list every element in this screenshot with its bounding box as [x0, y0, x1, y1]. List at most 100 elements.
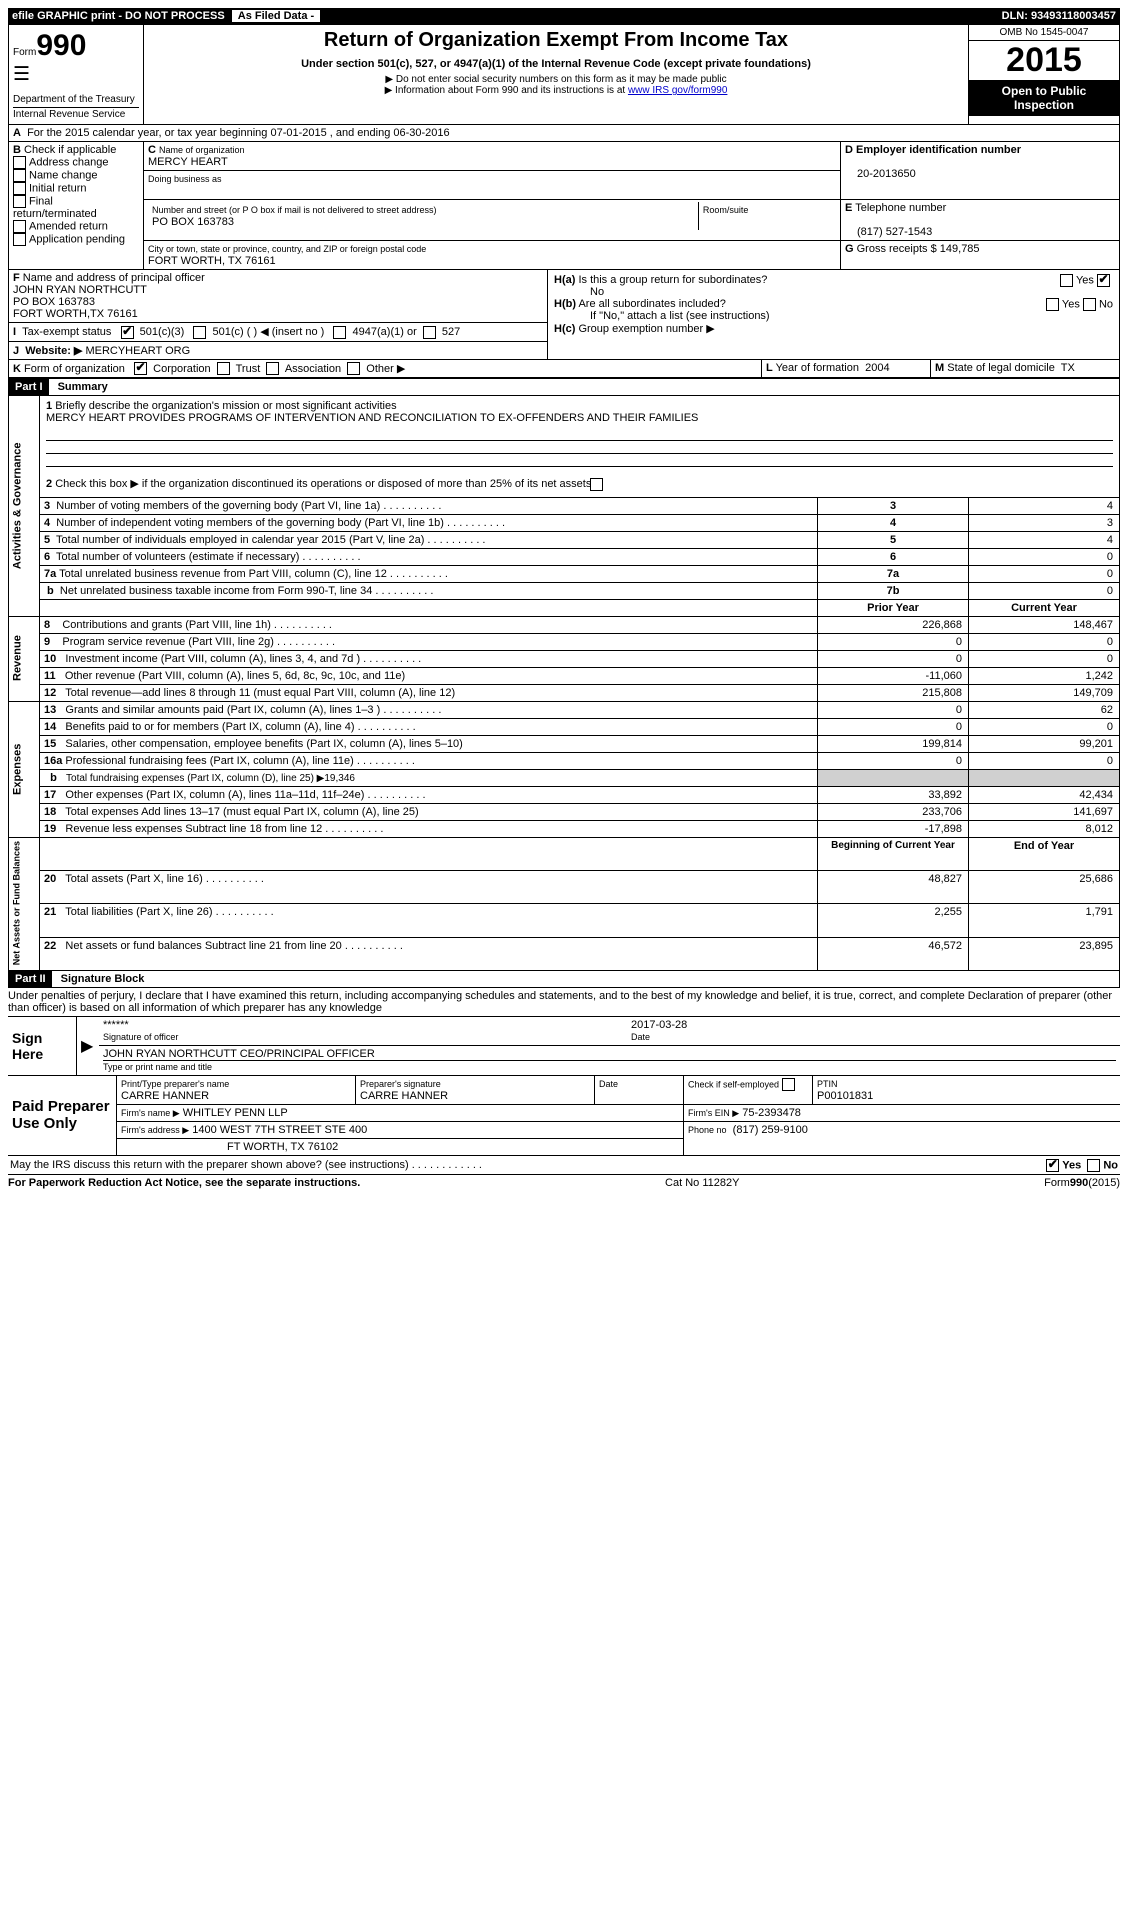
cb-discuss-yes[interactable]: ✔ — [1046, 1159, 1059, 1172]
officer-typed-name: JOHN RYAN NORTHCUTT CEO/PRINCIPAL OFFICE… — [103, 1048, 1116, 1061]
name-title-label: Type or print name and title — [103, 1062, 212, 1072]
officer-name: JOHN RYAN NORTHCUTT — [13, 284, 147, 296]
cb-hb-no[interactable] — [1083, 298, 1096, 311]
part-i-title: Summary — [52, 381, 108, 393]
addr-label: Number and street (or P O box if mail is… — [152, 205, 436, 215]
i-label: Tax-exempt status — [22, 326, 111, 338]
topbar-left: efile GRAPHIC print - DO NOT PROCESS — [12, 10, 225, 22]
officer-addr: PO BOX 163783 — [13, 296, 95, 308]
prep-sig-label: Preparer's signature — [360, 1079, 441, 1089]
cb-assoc[interactable] — [266, 362, 279, 375]
cb-corp[interactable]: ✔ — [134, 362, 147, 375]
cb-final-return[interactable] — [13, 195, 26, 208]
cb-527[interactable] — [423, 326, 436, 339]
cb-address-change[interactable] — [13, 156, 26, 169]
form-subtitle: Under section 501(c), 527, or 4947(a)(1)… — [152, 58, 960, 70]
cb-initial-return[interactable] — [13, 182, 26, 195]
paid-preparer-label: Paid Preparer Use Only — [8, 1076, 117, 1156]
date-label: Date — [631, 1032, 650, 1042]
irs-link[interactable]: www IRS gov/form990 — [628, 85, 727, 96]
state-domicile: TX — [1061, 362, 1075, 374]
sig-officer-label: Signature of officer — [103, 1032, 178, 1042]
hdr-prior: Prior Year — [867, 602, 919, 614]
form-header: Form990 ☰ Department of the Treasury Int… — [9, 25, 1119, 125]
form-note2-pre: ▶ Information about Form 990 and its ins… — [385, 85, 628, 96]
e-label: Telephone number — [855, 202, 946, 214]
i-o3: 4947(a)(1) or — [353, 326, 417, 338]
cb-ha-no[interactable]: ✔ — [1097, 274, 1110, 287]
prep-name-label: Print/Type preparer's name — [121, 1079, 229, 1089]
prep-date-label: Date — [599, 1079, 618, 1089]
footer-right: Form990(2015) — [1044, 1177, 1120, 1189]
ein: 20-2013650 — [845, 168, 916, 180]
gov-row-4: 4 Number of independent voting members o… — [9, 514, 1119, 531]
discuss-label: May the IRS discuss this return with the… — [10, 1159, 470, 1171]
gov-row-6: 6 Total number of volunteers (estimate i… — [9, 548, 1119, 565]
opt-address-change: Address change — [29, 156, 109, 168]
firm-addr: 1400 WEST 7TH STREET STE 400 — [192, 1124, 367, 1136]
g-label: Gross receipts $ — [857, 243, 937, 255]
form-note1: ▶ Do not enter social security numbers o… — [152, 74, 960, 85]
vlab-gov: Activities & Governance — [12, 443, 24, 570]
part-i-tag: Part I — [9, 379, 49, 395]
org-name: MERCY HEART — [148, 156, 228, 168]
gov-row-5: 5 Total number of individuals employed i… — [9, 531, 1119, 548]
city-label: City or town, state or province, country… — [148, 244, 426, 254]
j-label: Website: ▶ — [25, 345, 82, 357]
mission-text: MERCY HEART PROVIDES PROGRAMS OF INTERVE… — [46, 412, 698, 424]
f-label: Name and address of principal officer — [23, 272, 205, 284]
dba-label: Doing business as — [148, 174, 222, 184]
hb-note: If "No," attach a list (see instructions… — [554, 310, 770, 322]
omb-number: OMB No 1545-0047 — [969, 25, 1119, 41]
topbar-mid: As Filed Data - — [232, 10, 320, 22]
firm-addr-label: Firm's address ▶ — [121, 1125, 189, 1135]
cb-amended-return[interactable] — [13, 220, 26, 233]
c-name-label: Name of organization — [159, 145, 245, 155]
k-o2: Trust — [236, 363, 261, 375]
firm-phone: (817) 259-9100 — [733, 1124, 808, 1136]
b-label: Check if applicable — [24, 144, 116, 156]
ha-yes: Yes — [1076, 274, 1094, 286]
part-ii-title: Signature Block — [55, 973, 145, 985]
firm-ein-label: Firm's EIN ▶ — [688, 1108, 739, 1118]
cb-501c[interactable] — [193, 326, 206, 339]
vlab-rev: Revenue — [12, 636, 24, 682]
website: MERCYHEART ORG — [85, 345, 190, 357]
sign-here-label: Sign Here — [8, 1016, 77, 1075]
cb-other[interactable] — [347, 362, 360, 375]
prep-name: CARRE HANNER — [121, 1090, 209, 1102]
form-word: Form — [13, 47, 36, 58]
open-public-label: Open to Public Inspection — [969, 80, 1119, 116]
form-number: 990 — [36, 29, 86, 62]
vlab-exp: Expenses — [12, 744, 24, 795]
telephone: (817) 527-1543 — [845, 226, 932, 238]
firm-name-label: Firm's name ▶ — [121, 1108, 180, 1118]
cb-4947[interactable] — [333, 326, 346, 339]
year-formation: 2004 — [865, 362, 889, 374]
cb-self-employed[interactable] — [782, 1078, 795, 1091]
cb-name-change[interactable] — [13, 169, 26, 182]
gross-receipts: 149,785 — [940, 243, 980, 255]
cb-trust[interactable] — [217, 362, 230, 375]
cb-501c3[interactable]: ✔ — [121, 326, 134, 339]
k-o3: Association — [285, 363, 341, 375]
hdr-eoy: End of Year — [969, 837, 1120, 870]
dept-label: Department of the Treasury — [13, 94, 139, 105]
cb-application-pending[interactable] — [13, 233, 26, 246]
cb-ha-yes[interactable] — [1060, 274, 1073, 287]
l-label: Year of formation — [776, 362, 859, 374]
officer-city: FORT WORTH,TX 76161 — [13, 308, 138, 320]
q1-label: Briefly describe the organization's miss… — [55, 400, 396, 412]
opt-initial-return: Initial return — [29, 182, 86, 194]
i-o1: 501(c)(3) — [140, 326, 185, 338]
m-label: State of legal domicile — [947, 362, 1055, 374]
hdr-boy: Beginning of Current Year — [818, 837, 969, 870]
org-city: FORT WORTH, TX 76161 — [148, 255, 276, 267]
firm-name: WHITLEY PENN LLP — [183, 1107, 288, 1119]
line-a: For the 2015 calendar year, or tax year … — [27, 127, 450, 139]
discuss-no: No — [1103, 1159, 1118, 1171]
hdr-current: Current Year — [1011, 602, 1077, 614]
cb-discontinued[interactable] — [590, 478, 603, 491]
cb-hb-yes[interactable] — [1046, 298, 1059, 311]
cb-discuss-no[interactable] — [1087, 1159, 1100, 1172]
